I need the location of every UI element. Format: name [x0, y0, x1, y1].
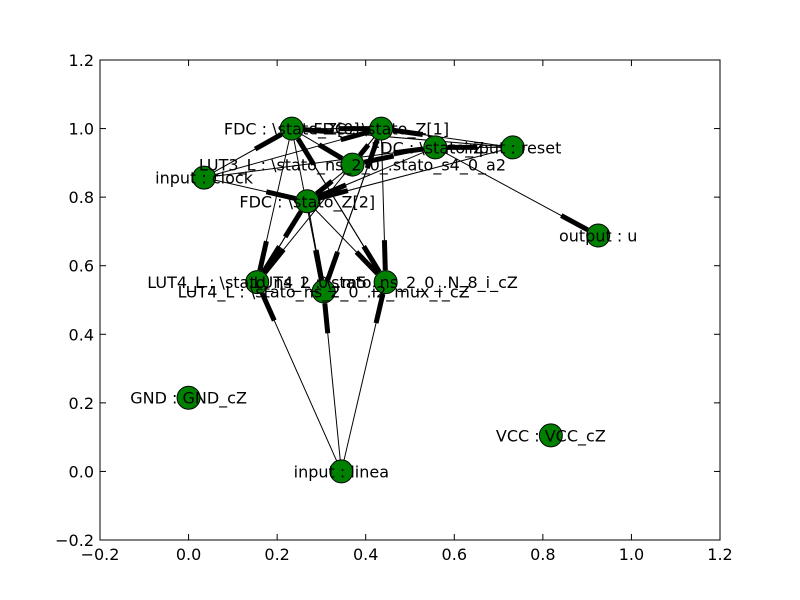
x-tick-label: 0.0 — [176, 545, 201, 564]
y-axis: −0.2 0.0 0.2 0.4 0.6 0.8 1.0 1.2 — [55, 51, 720, 550]
node-label-fdc_z2: FDC : \stato_Z[2] — [239, 192, 375, 212]
edge-arrowhead — [560, 213, 589, 233]
node-linea — [329, 459, 354, 484]
edge-arrowhead — [265, 189, 297, 202]
node-label-gnd: GND : GND_cZ — [130, 389, 247, 409]
node-label-fdc_z1: FDC : \stato_Z[1] — [313, 120, 449, 140]
node-label-lut4_c: LUT4_L : \stato_ns_2_0_.i2_mux_i_cZ — [178, 282, 470, 302]
node-reset — [500, 135, 525, 160]
node-fdc_z1 — [369, 116, 394, 141]
node-fdc_z2 — [295, 189, 320, 214]
node-vcc — [538, 423, 563, 448]
node-layer — [176, 116, 611, 484]
plot-area-frame — [99, 59, 721, 541]
x-tick-label: 0.6 — [442, 545, 467, 564]
edge-arrowhead — [283, 210, 304, 239]
node-label-linea: input : linea — [294, 462, 389, 481]
x-tick-label: 0.8 — [530, 545, 555, 564]
node-label-fdc_z0: FDC : \stato_Z[0] — [224, 120, 360, 140]
edge-arrowhead — [253, 132, 283, 152]
x-tick-label: 0.4 — [353, 545, 378, 564]
node-fdc_z3 — [423, 135, 448, 160]
x-tick-label: −0.2 — [81, 545, 120, 564]
edge-arrowhead — [340, 129, 371, 143]
edge-arrowhead — [259, 292, 277, 322]
y-tick-label: 0.8 — [69, 188, 94, 207]
edge-arrowhead — [364, 139, 380, 170]
node-lut4_c — [311, 279, 336, 304]
y-tick-label: 1.0 — [69, 120, 94, 139]
edge-arrowhead — [295, 137, 316, 166]
edge-arrowhead — [393, 146, 424, 156]
node-gnd — [176, 385, 201, 410]
y-tick-label: 0.0 — [69, 462, 94, 481]
y-tick-label: 0.6 — [69, 257, 94, 276]
y-tick-label: −0.2 — [55, 531, 94, 550]
edge-arrowhead — [392, 127, 424, 138]
node-fdc_z0 — [279, 116, 304, 141]
node-output_u — [586, 223, 611, 248]
x-tick-label: 1.0 — [619, 545, 644, 564]
edge-arrowhead — [314, 179, 334, 196]
node-label-lut4_b: LUT4_L : \stato_ns_2_0_.N_8_i_cZ — [253, 273, 517, 293]
edge-arrowhead — [317, 142, 344, 161]
edge-layer — [203, 126, 599, 472]
edge-arrowhead — [322, 303, 331, 334]
x-tick-label: 1.2 — [707, 545, 732, 564]
edge-arrowhead — [257, 240, 269, 272]
edge-arrowhead — [317, 182, 347, 199]
edge-arrowhead — [303, 127, 334, 135]
edge-arrowhead — [354, 250, 380, 276]
x-tick-label: 0.2 — [264, 545, 289, 564]
y-tick-label: 0.4 — [69, 325, 94, 344]
y-tick-label: 1.2 — [69, 51, 94, 70]
node-label-lut4_a: LUT4_L : \stato_ns_2_0_.m5 — [147, 273, 367, 293]
node-lut4_b — [373, 270, 398, 295]
node-label-lut3: LUT3_L : \stato_ns_2_0_.stato_s4_0_a2 — [199, 156, 506, 176]
node-label-fdc_z3: FDC : \stato_Z... — [371, 138, 499, 158]
y-tick-label: 0.2 — [69, 394, 94, 413]
node-label-reset: input : reset — [464, 138, 561, 157]
x-axis: −0.2 0.0 0.2 0.4 0.6 0.8 1.0 1.2 — [81, 60, 733, 564]
edge-arrowhead — [381, 240, 388, 271]
node-label-layer: FDC : \stato_Z[0]FDC : \stato_Z[1]FDC : … — [130, 120, 637, 482]
edge-arrowhead — [373, 293, 386, 324]
node-label-output_u: output : u — [559, 227, 637, 246]
node-label-vcc: VCC : VCC_cZ — [496, 426, 606, 446]
node-clock — [192, 165, 217, 190]
node-lut4_a — [245, 270, 270, 295]
node-label-clock: input : clock — [155, 169, 254, 188]
node-lut3 — [340, 152, 365, 177]
edge-arrowhead — [313, 249, 324, 281]
